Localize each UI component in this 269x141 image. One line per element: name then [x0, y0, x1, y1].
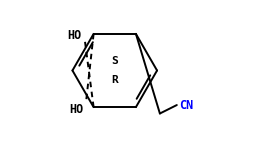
Text: S: S — [111, 56, 118, 66]
Text: HO: HO — [67, 29, 81, 42]
Text: CN: CN — [180, 99, 194, 112]
Text: R: R — [111, 75, 118, 85]
Text: HO: HO — [70, 103, 84, 116]
